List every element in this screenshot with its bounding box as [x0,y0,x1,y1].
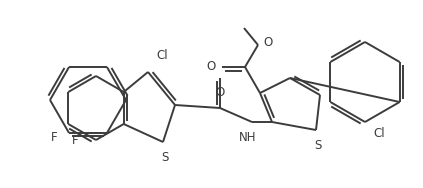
Text: Cl: Cl [156,49,168,62]
Text: O: O [207,61,216,74]
Text: O: O [215,86,225,99]
Text: O: O [263,36,272,49]
Text: F: F [71,133,78,146]
Text: S: S [161,151,169,164]
Text: F: F [50,131,57,144]
Text: Cl: Cl [373,127,385,140]
Text: NH: NH [239,131,257,144]
Text: S: S [314,139,321,152]
